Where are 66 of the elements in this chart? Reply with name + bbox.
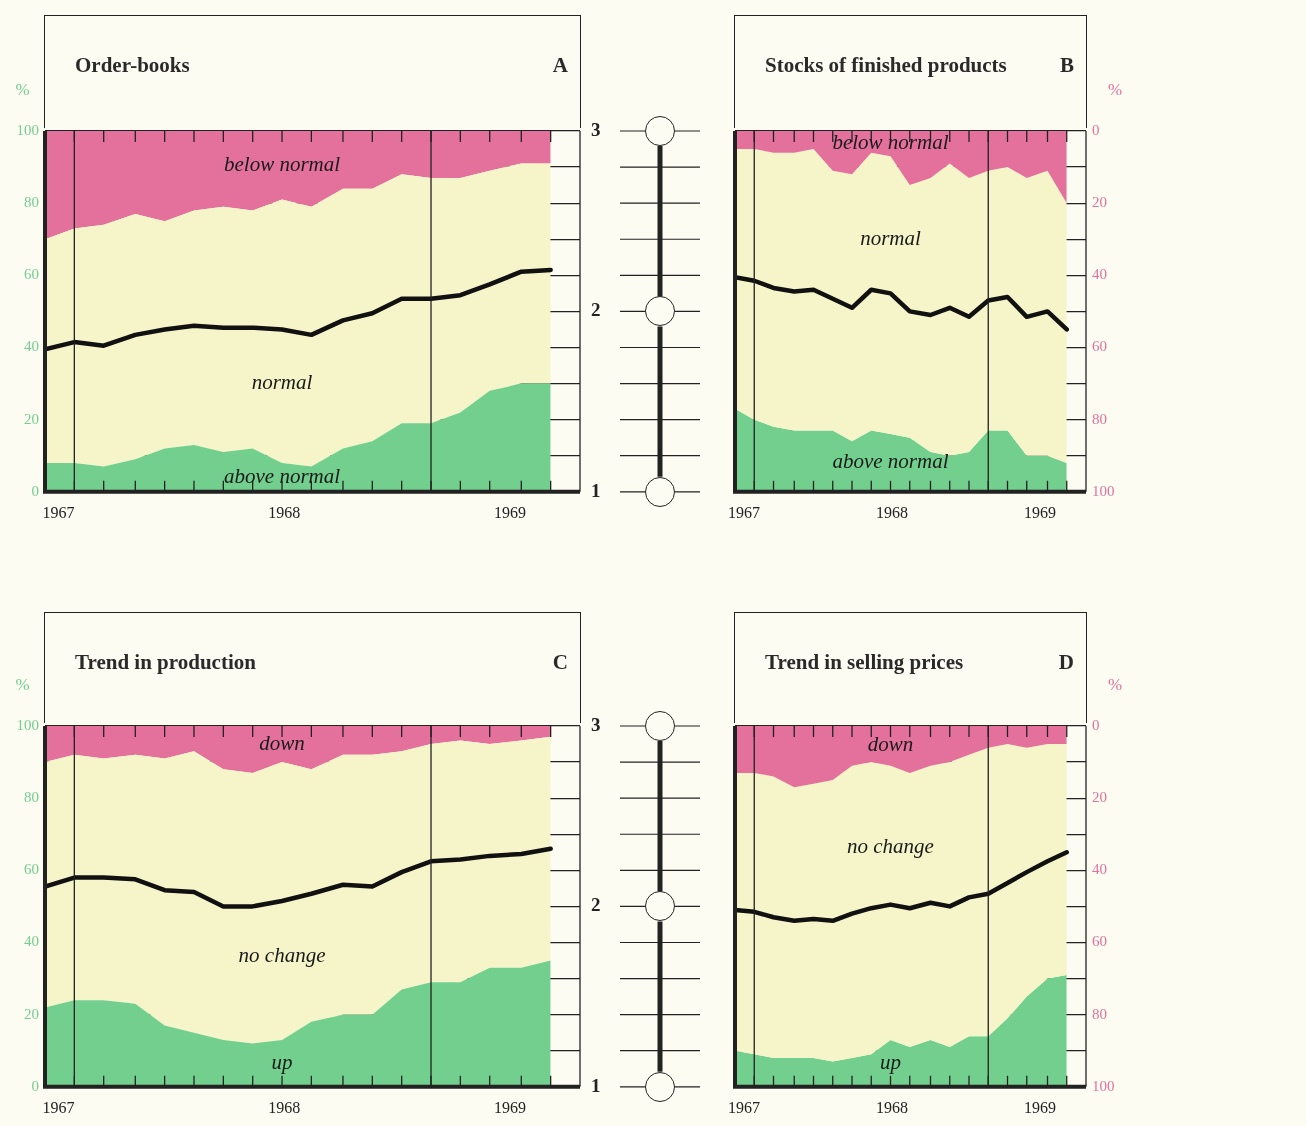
series-label: normal (251, 370, 313, 395)
x-tick-label: 1969 (1024, 503, 1057, 521)
y-tick-label: 100 (16, 716, 39, 733)
y-axis-title: % (15, 80, 30, 99)
y2-tick-label: 1 (591, 479, 601, 501)
y2-tick-label: 3 (591, 713, 601, 735)
y-tick-label: 0 (31, 482, 39, 499)
y-tick-label: 100 (1092, 1077, 1115, 1094)
y-tick-label: 60 (1092, 933, 1107, 950)
series-label: above normal (832, 449, 949, 474)
x-tick-label: 1968 (268, 1098, 301, 1116)
x-tick-label: 1969 (494, 503, 527, 521)
x-tick-label: 1967 (727, 503, 760, 521)
y-tick-label: 20 (1092, 194, 1107, 211)
chart-title: Trend in selling prices (765, 650, 964, 674)
x-tick-label: 1969 (1024, 1098, 1057, 1116)
chart-title: Stocks of finished products (765, 53, 1007, 77)
y-tick-label: 40 (1092, 861, 1107, 878)
x-tick-label: 1968 (875, 503, 908, 521)
y2-tick-label: 2 (591, 894, 601, 916)
y-tick-label: 40 (24, 338, 39, 355)
series-label: below normal (223, 151, 341, 176)
y-axis-title: % (1107, 80, 1123, 99)
text: D (1058, 650, 1074, 674)
y-tick-label: 80 (24, 194, 39, 211)
text: A (552, 53, 569, 77)
y-tick-label: 0 (1092, 716, 1100, 733)
x-tick-label: 1967 (727, 1098, 760, 1116)
x-tick-label: 1969 (494, 1098, 527, 1116)
series-label: down (867, 732, 914, 757)
series-label: above normal (223, 463, 341, 488)
text: B (1059, 53, 1074, 77)
y-tick-label: 20 (24, 410, 39, 427)
series-label: no change (847, 834, 934, 859)
text: C (552, 650, 568, 674)
y-tick-label: 40 (24, 933, 39, 950)
y-axis-title: % (15, 675, 30, 694)
y-axis-title: % (1107, 675, 1123, 694)
x-tick-label: 1967 (42, 503, 75, 521)
y-tick-label: 80 (1092, 1005, 1107, 1022)
y-tick-label: 80 (24, 789, 39, 806)
y-tick-label: 20 (24, 1005, 39, 1022)
series-label: up (271, 1049, 293, 1074)
y-tick-label: 0 (31, 1077, 39, 1094)
series-label: normal (860, 226, 921, 251)
chart-title: Trend in production (75, 650, 257, 674)
y-tick-label: 60 (24, 266, 39, 283)
y-tick-label: 0 (1092, 121, 1100, 138)
y2-tick-label: 2 (591, 299, 601, 321)
y-tick-label: 100 (16, 121, 39, 138)
x-tick-label: 1968 (268, 503, 301, 521)
y-tick-label: 60 (24, 861, 39, 878)
y-tick-label: 80 (1092, 410, 1107, 427)
series-label: below normal (832, 130, 949, 155)
series-label: down (259, 730, 305, 755)
y-tick-label: 60 (1092, 338, 1107, 355)
y2-tick-label: 1 (591, 1074, 601, 1096)
series-label: up (880, 1049, 902, 1074)
y-tick-label: 20 (1092, 789, 1107, 806)
x-tick-label: 1967 (42, 1098, 75, 1116)
chart-title: Order-books (75, 53, 190, 77)
y-tick-label: 40 (1092, 266, 1107, 283)
y2-tick-label: 3 (591, 118, 601, 140)
x-tick-label: 1968 (875, 1098, 908, 1116)
y-tick-label: 100 (1092, 482, 1115, 499)
series-label: no change (238, 943, 326, 968)
